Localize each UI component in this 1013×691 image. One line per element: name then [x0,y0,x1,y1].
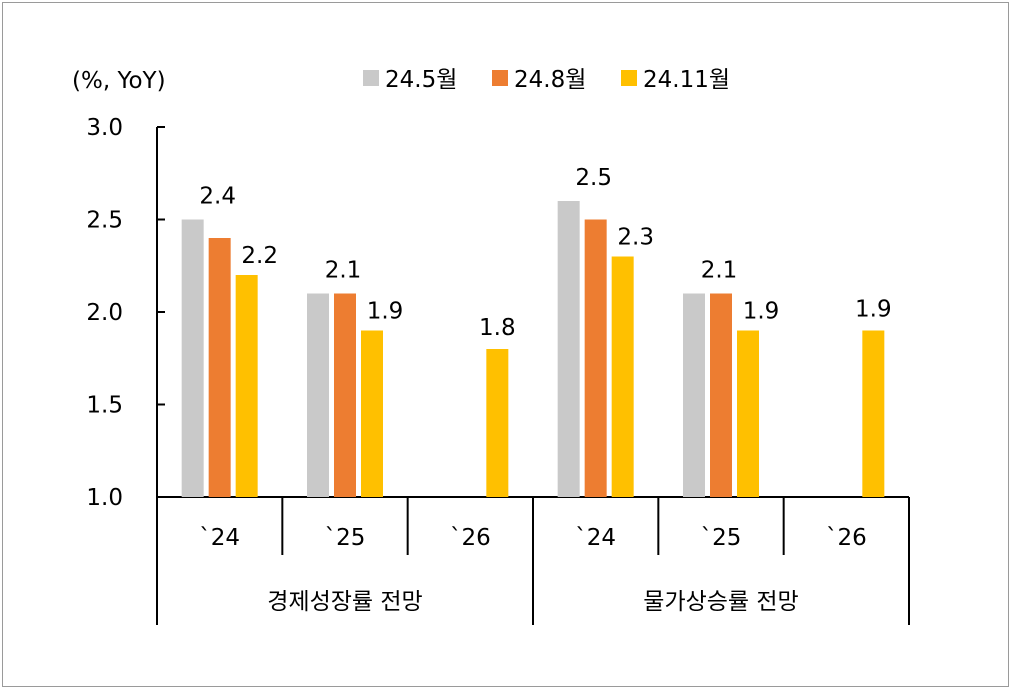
y-tick-label: 1.5 [86,393,123,419]
x-tick-label: `25 [701,525,742,551]
legend: 24.5월 24.8월 24.11월 [363,67,730,93]
bar-series-3 [235,275,258,497]
bar-series-1 [557,201,580,497]
y-unit-label: (%, YoY) [72,68,166,94]
data-label: 1.9 [855,297,892,323]
bar-series-3 [486,349,509,497]
data-label: 2.5 [575,165,612,191]
legend-label: 24.8월 [514,67,586,93]
group-label: 물가상승률 전망 [643,589,798,615]
data-label: 1.8 [479,315,516,341]
bar-series-2 [208,238,231,497]
data-label: 2.2 [241,243,278,269]
bar-series-1 [307,293,329,497]
legend-swatch [621,70,637,86]
data-label: 1.9 [367,299,404,325]
group-label: 경제성장률 전망 [267,589,422,615]
data-label: 2.4 [199,184,236,210]
data-label: 2.1 [325,258,362,284]
bar-series-3 [862,330,885,497]
legend-swatch [363,70,379,86]
x-tick-label: `26 [450,525,491,551]
y-tick-label: 3.0 [86,115,123,141]
bar-series-2 [584,219,607,497]
data-label: 2.1 [701,258,738,284]
legend-swatch [492,70,508,86]
legend-label: 24.11월 [643,67,730,93]
x-tick-label: `25 [325,525,366,551]
bar-series-1 [683,293,705,497]
y-tick-label: 2.5 [86,208,123,234]
data-label: 2.3 [617,225,654,251]
data-label: 1.9 [743,299,780,325]
bar-series-1 [181,219,204,497]
bar-series-3 [737,330,759,497]
bar-series-3 [611,256,634,497]
x-tick-label: `26 [826,525,867,551]
y-tick-label: 1.0 [86,485,123,511]
bar-series-3 [361,330,383,497]
x-tick-label: `24 [575,525,616,551]
bars [181,201,885,497]
legend-label: 24.5월 [385,67,457,93]
data-labels: 2.42.22.11.91.82.52.32.11.9 1.9 [199,165,891,341]
x-tick-label: `24 [199,525,240,551]
bar-series-2 [710,293,732,497]
axes: 1.0 1.5 2.0 2.5 3.0 `24 `25 `26 경제성장률 전망 `24 `25 `2… [86,115,910,625]
bar-series-2 [334,293,356,497]
y-tick-label: 2.0 [86,300,123,326]
